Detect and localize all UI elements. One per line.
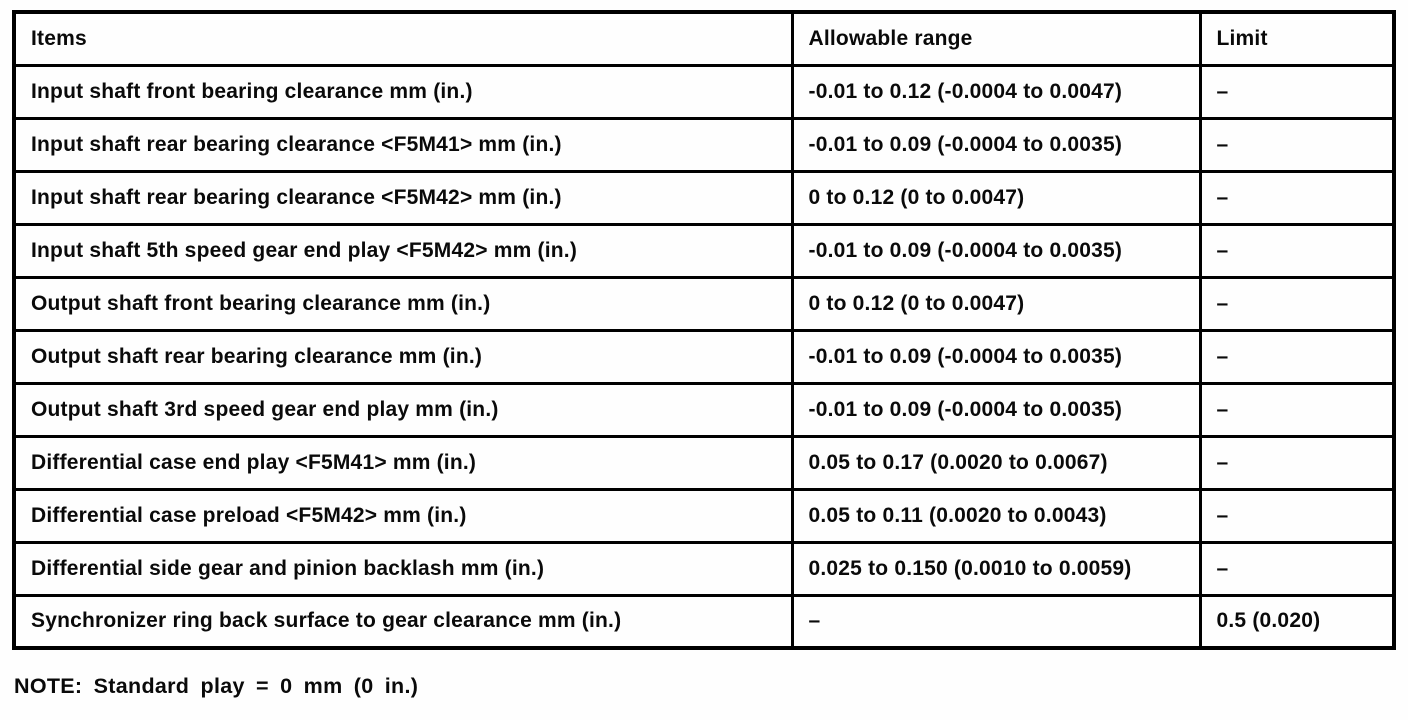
table-row: Differential case end play <F5M41> mm (i… [12,434,1396,491]
header-allowable-range: Allowable range [790,10,1202,67]
cell-allowable-range: -0.01 to 0.09 (-0.0004 to 0.0035) [790,222,1202,279]
table-header: Items Allowable range Limit [12,10,1396,67]
cell-allowable-range: -0.01 to 0.12 (-0.0004 to 0.0047) [790,63,1202,120]
cell-allowable-range: -0.01 to 0.09 (-0.0004 to 0.0035) [790,116,1202,173]
cell-limit: – [1198,116,1396,173]
cell-allowable-range: – [790,593,1202,650]
table-row: Input shaft rear bearing clearance <F5M4… [12,169,1396,226]
header-limit: Limit [1198,10,1396,67]
cell-allowable-range: 0 to 0.12 (0 to 0.0047) [790,275,1202,332]
cell-allowable-range: 0 to 0.12 (0 to 0.0047) [790,169,1202,226]
cell-limit: – [1198,275,1396,332]
cell-item: Input shaft 5th speed gear end play <F5M… [12,222,794,279]
table-row: Input shaft 5th speed gear end play <F5M… [12,222,1396,279]
note-text: NOTE: Standard play = 0 mm (0 in.) [14,674,419,698]
cell-item: Synchronizer ring back surface to gear c… [12,593,794,650]
cell-item: Input shaft rear bearing clearance <F5M4… [12,169,794,226]
header-row: Items Allowable range Limit [12,10,1396,67]
specification-table: Items Allowable range Limit Input shaft … [12,10,1396,650]
header-items: Items [12,10,794,67]
cell-limit: 0.5 (0.020) [1198,593,1396,650]
cell-limit: – [1198,381,1396,438]
cell-item: Output shaft 3rd speed gear end play mm … [12,381,794,438]
cell-item: Output shaft rear bearing clearance mm (… [12,328,794,385]
cell-limit: – [1198,328,1396,385]
table-row: Input shaft front bearing clearance mm (… [12,63,1396,120]
table-row: Output shaft front bearing clearance mm … [12,275,1396,332]
table-row: Synchronizer ring back surface to gear c… [12,593,1396,650]
cell-allowable-range: 0.05 to 0.17 (0.0020 to 0.0067) [790,434,1202,491]
cell-limit: – [1198,540,1396,597]
table-row: Output shaft 3rd speed gear end play mm … [12,381,1396,438]
cell-item: Output shaft front bearing clearance mm … [12,275,794,332]
cell-limit: – [1198,63,1396,120]
cell-item: Differential side gear and pinion backla… [12,540,794,597]
cell-limit: – [1198,222,1396,279]
cell-allowable-range: 0.05 to 0.11 (0.0020 to 0.0043) [790,487,1202,544]
cell-item: Input shaft front bearing clearance mm (… [12,63,794,120]
cell-item: Input shaft rear bearing clearance <F5M4… [12,116,794,173]
cell-allowable-range: 0.025 to 0.150 (0.0010 to 0.0059) [790,540,1202,597]
table-row: Input shaft rear bearing clearance <F5M4… [12,116,1396,173]
table-row: Differential case preload <F5M42> mm (in… [12,487,1396,544]
cell-limit: – [1198,487,1396,544]
table-row: Output shaft rear bearing clearance mm (… [12,328,1396,385]
cell-limit: – [1198,434,1396,491]
cell-item: Differential case end play <F5M41> mm (i… [12,434,794,491]
cell-item: Differential case preload <F5M42> mm (in… [12,487,794,544]
cell-limit: – [1198,169,1396,226]
table-body: Input shaft front bearing clearance mm (… [12,63,1396,650]
cell-allowable-range: -0.01 to 0.09 (-0.0004 to 0.0035) [790,381,1202,438]
table-row: Differential side gear and pinion backla… [12,540,1396,597]
cell-allowable-range: -0.01 to 0.09 (-0.0004 to 0.0035) [790,328,1202,385]
